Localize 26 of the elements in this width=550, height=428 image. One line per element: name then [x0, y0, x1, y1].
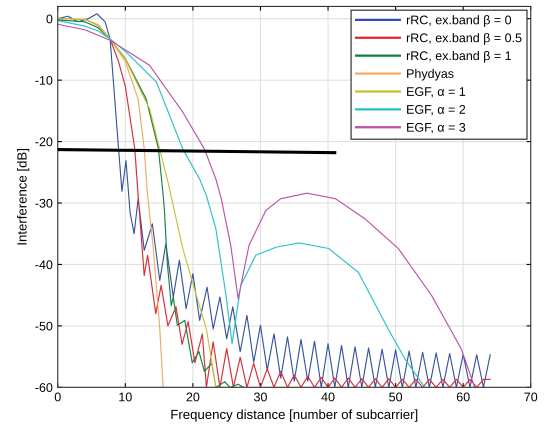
legend-label: rRC, ex.band β = 1 — [406, 50, 511, 63]
y-tick-label: -10 — [35, 76, 52, 85]
x-axis-title: Frequency distance [number of subcarrier] — [171, 409, 418, 422]
y-axis-title: Interference [dB] — [16, 149, 30, 244]
legend-label: rRC, ex.band β = 0 — [406, 15, 512, 27]
y-tick-label: -30 — [35, 198, 52, 208]
x-tick-label: 70 — [524, 392, 538, 402]
legend-label: Phydyas — [407, 68, 454, 81]
line-series — [58, 19, 244, 388]
x-tick-label: 40 — [321, 392, 334, 402]
x-tick-label: 0 — [54, 392, 61, 402]
y-tick-label: -40 — [35, 260, 52, 270]
y-tick-label: -50 — [35, 322, 52, 331]
legend-label: EGF, α = 1 — [407, 87, 466, 98]
x-tick-label: 60 — [456, 392, 470, 402]
line-series — [58, 18, 216, 388]
y-tick-label: -20 — [35, 137, 52, 146]
x-tick-label: 10 — [119, 392, 132, 402]
legend-label: EGF, α = 2 — [407, 105, 466, 116]
y-tick-label: -60 — [35, 383, 52, 392]
x-tick-label: 30 — [254, 392, 267, 402]
y-tick-label: 0 — [46, 14, 52, 24]
x-tick-label: 50 — [389, 392, 402, 402]
legend-label: rRC, ex.band β = 0.5 — [406, 33, 522, 45]
legend-label: EGF, α = 3 — [407, 122, 466, 134]
x-tick-label: 20 — [186, 392, 200, 402]
